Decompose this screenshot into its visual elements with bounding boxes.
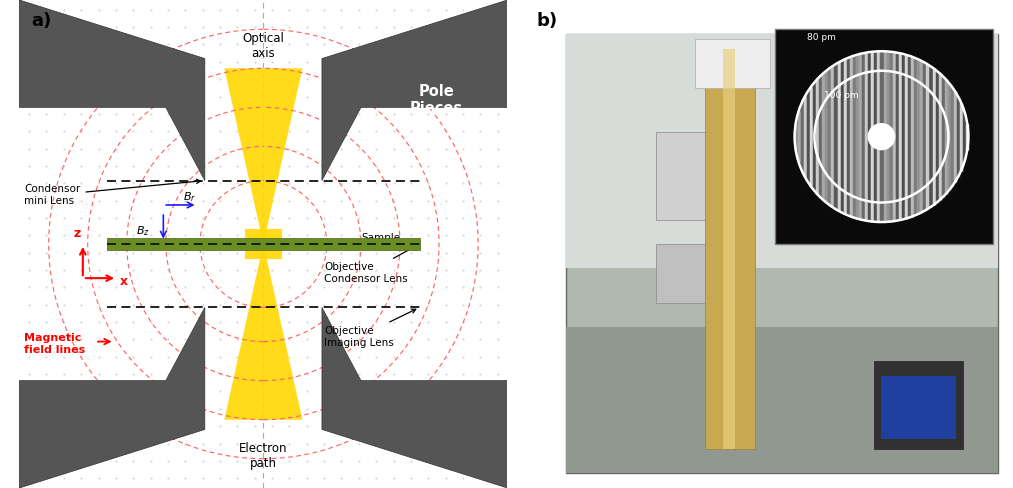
Text: Sample: Sample — [361, 233, 415, 244]
Polygon shape — [322, 0, 508, 181]
Text: a): a) — [31, 12, 52, 30]
Bar — [881, 376, 956, 439]
Text: b): b) — [537, 12, 557, 30]
Text: z: z — [73, 227, 80, 240]
Text: Electron
path: Electron path — [239, 442, 288, 469]
Polygon shape — [224, 68, 303, 244]
Bar — [566, 34, 998, 473]
Polygon shape — [224, 244, 303, 420]
Circle shape — [794, 51, 968, 222]
Text: Optical
axis: Optical axis — [242, 32, 285, 60]
Text: x: x — [120, 276, 128, 288]
Text: 100 pm: 100 pm — [825, 91, 859, 100]
Text: Magnetic
field lines: Magnetic field lines — [24, 333, 85, 355]
Text: $B_r$: $B_r$ — [183, 190, 197, 204]
Bar — [655, 132, 730, 220]
Bar — [874, 361, 963, 449]
Bar — [775, 29, 993, 244]
Circle shape — [867, 123, 895, 150]
Bar — [566, 327, 998, 473]
Text: $B_z$: $B_z$ — [137, 224, 150, 238]
Text: Objective
Condensor Lens: Objective Condensor Lens — [324, 246, 416, 284]
Text: Objective
Imaging Lens: Objective Imaging Lens — [324, 309, 415, 347]
Text: Condensor
mini Lens: Condensor mini Lens — [24, 179, 201, 206]
Polygon shape — [322, 307, 508, 488]
Bar — [705, 49, 755, 449]
Polygon shape — [19, 0, 205, 181]
Text: 80 pm: 80 pm — [807, 33, 836, 42]
Bar — [566, 34, 998, 268]
Text: Pole
Pieces: Pole Pieces — [410, 84, 463, 116]
Bar — [655, 244, 715, 303]
Bar — [722, 49, 735, 449]
Bar — [107, 238, 419, 250]
Bar — [245, 229, 282, 259]
Polygon shape — [19, 307, 205, 488]
Bar — [695, 39, 770, 88]
